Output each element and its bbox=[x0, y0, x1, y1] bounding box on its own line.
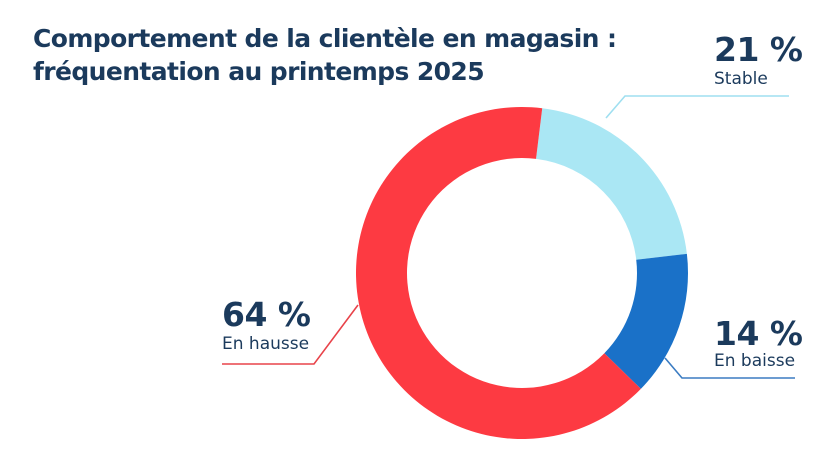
category-label-stable: Stable bbox=[714, 69, 768, 89]
leader-line-en-hausse bbox=[222, 304, 359, 365]
leader-line-stable bbox=[605, 95, 789, 119]
value-label-en-hausse: 64 % bbox=[222, 295, 311, 334]
slice-en-baisse bbox=[604, 253, 688, 389]
title-line-2: fréquentation au printemps 2025 bbox=[33, 57, 485, 86]
chart-title: Comportement de la clientèle en magasin … bbox=[33, 22, 617, 88]
category-label-en-hausse: En hausse bbox=[222, 334, 310, 354]
slice-stable bbox=[536, 108, 687, 260]
value-label-en-baisse: 14 % bbox=[714, 314, 803, 353]
title-line-1: Comportement de la clientèle en magasin … bbox=[33, 24, 617, 53]
category-label-en-baisse: En baisse bbox=[714, 351, 796, 371]
value-label-stable: 21 % bbox=[714, 30, 803, 69]
leader-line-en-baisse bbox=[664, 357, 795, 379]
slice-en-hausse bbox=[355, 106, 641, 440]
